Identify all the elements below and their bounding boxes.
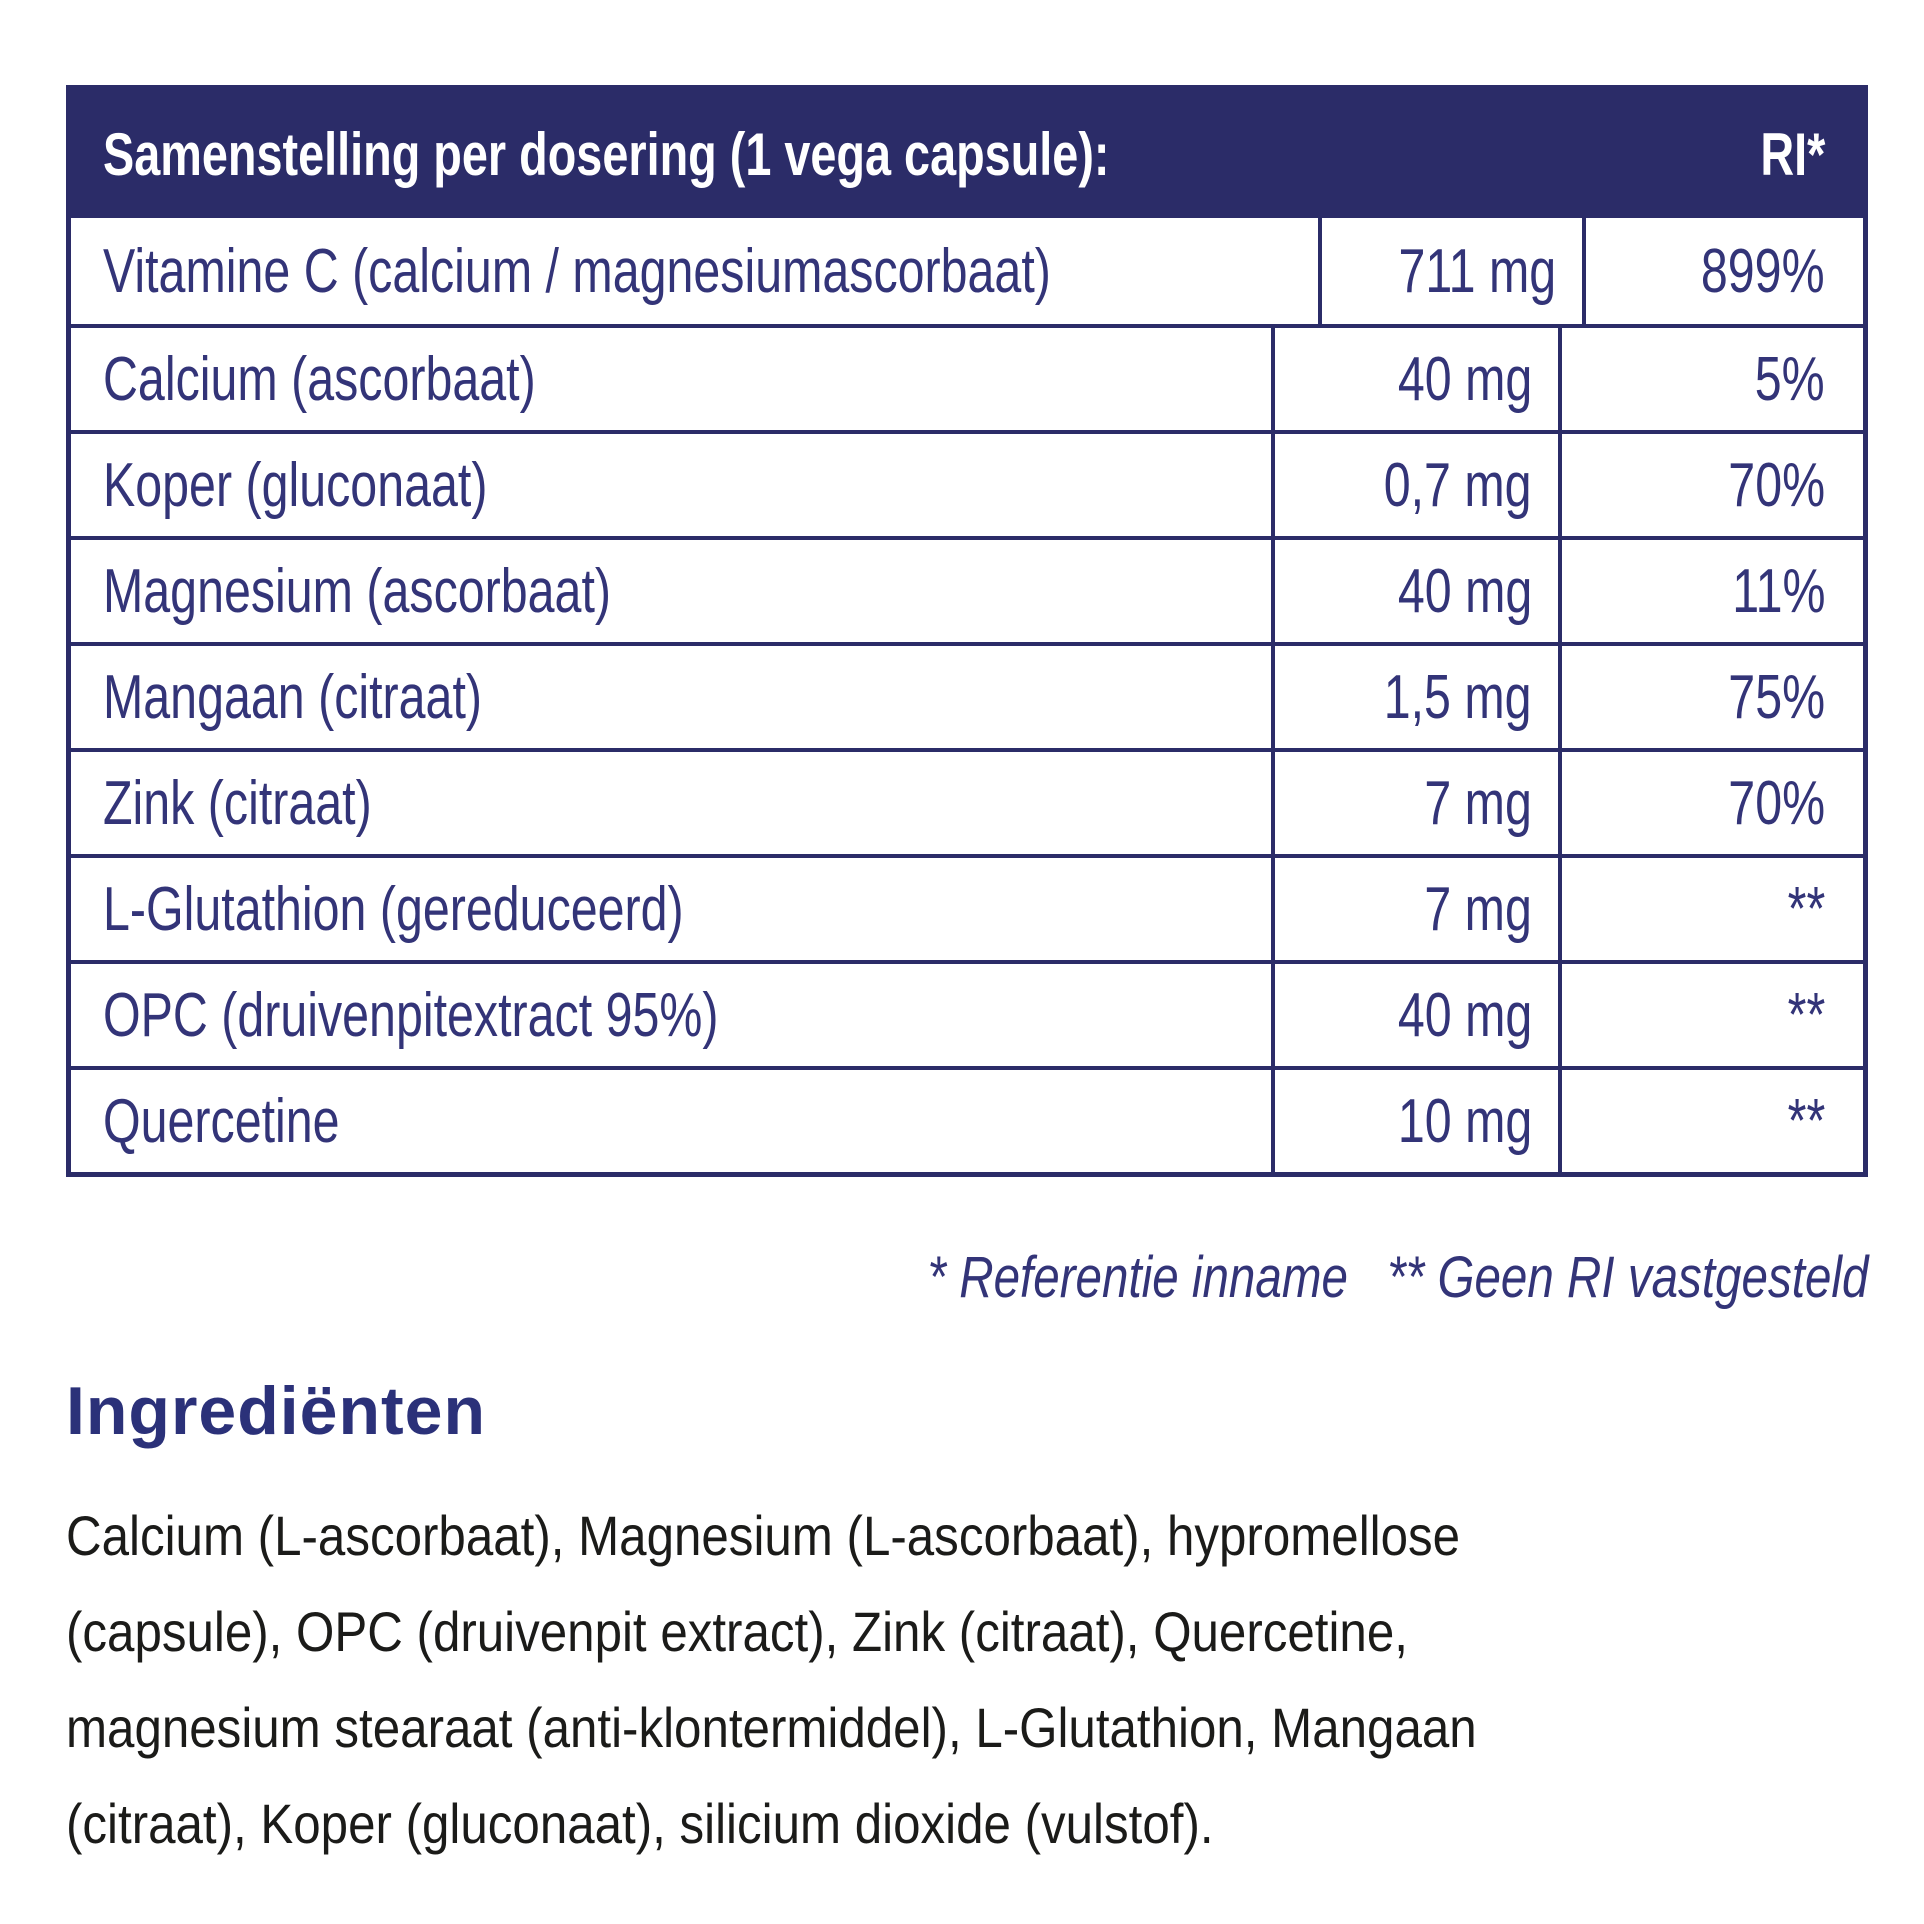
ingredient-line-text: (citraat), Koper (gluconaat), silicium d… (66, 1792, 1214, 1855)
nutrient-amount-cell: 0,7 mg (1271, 434, 1558, 536)
nutrient-ri: 75% (1728, 662, 1825, 732)
ingredients-heading: Ingrediënten (66, 1373, 487, 1449)
table-row: Zink (citraat) 7 mg 70% (71, 748, 1863, 854)
table-row: Quercetine 10 mg ** (71, 1066, 1863, 1172)
nutrient-name: Calcium (ascorbaat) (103, 344, 536, 414)
nutrient-amount: 40 mg (1397, 556, 1532, 626)
table-row: Koper (gluconaat) 0,7 mg 70% (71, 430, 1863, 536)
nutrient-name: Zink (citraat) (103, 768, 372, 838)
nutrient-ri-cell: 70% (1558, 434, 1863, 536)
nutrient-ri: 70% (1728, 450, 1825, 520)
footnote: * Referentie inname ** Geen RI vastgestel… (66, 1242, 1868, 1314)
footnote-reference: * Referentie inname (927, 1245, 1348, 1310)
nutrient-name: Koper (gluconaat) (103, 450, 488, 520)
nutrient-name-cell: Quercetine (71, 1070, 1271, 1172)
nutrient-name-cell: L-Glutathion (gereduceerd) (71, 858, 1271, 960)
nutrient-ri-cell: 11% (1558, 540, 1863, 642)
ingredient-line: Calcium (L-ascorbaat), Magnesium (L-asco… (66, 1488, 1669, 1584)
nutrient-amount: 1,5 mg (1384, 662, 1532, 732)
nutrition-table: Samenstelling per dosering (1 vega capsu… (66, 85, 1868, 1177)
nutrient-name-cell: Calcium (ascorbaat) (71, 328, 1271, 430)
ingredients-paragraph: Calcium (L-ascorbaat), Magnesium (L-asco… (66, 1488, 1669, 1872)
nutrient-name: L-Glutathion (gereduceerd) (103, 874, 684, 944)
nutrient-amount-cell: 7 mg (1271, 858, 1558, 960)
nutrient-amount: 40 mg (1397, 344, 1532, 414)
nutrient-ri-cell: ** (1558, 964, 1863, 1066)
ingredient-line-text: (capsule), OPC (druivenpit extract), Zin… (66, 1600, 1408, 1663)
ingredient-line: magnesium stearaat (anti-klontermiddel),… (66, 1680, 1669, 1776)
nutrient-name-cell: Vitamine C (calcium / magnesiumascorbaat… (71, 218, 1318, 324)
nutrient-amount-cell: 40 mg (1271, 964, 1558, 1066)
footnote-no-ri: ** Geen RI vastgesteld (1386, 1245, 1868, 1310)
nutrient-amount: 10 mg (1397, 1086, 1532, 1156)
nutrient-amount-cell: 1,5 mg (1271, 646, 1558, 748)
ingredient-line-text: Calcium (L-ascorbaat), Magnesium (L-asco… (66, 1504, 1461, 1567)
nutrient-name: Magnesium (ascorbaat) (103, 556, 611, 626)
nutrient-name-cell: OPC (druivenpitextract 95%) (71, 964, 1271, 1066)
nutrient-ri-cell: 5% (1558, 328, 1863, 430)
nutrient-amount-cell: 711 mg (1318, 218, 1582, 324)
ingredient-line-text: magnesium stearaat (anti-klontermiddel),… (66, 1696, 1477, 1759)
nutrient-ri: ** (1787, 874, 1825, 944)
nutrient-ri-cell: ** (1558, 858, 1863, 960)
table-row: Vitamine C (calcium / magnesiumascorbaat… (71, 218, 1863, 324)
table-title: Samenstelling per dosering (1 vega capsu… (103, 120, 1110, 188)
nutrient-ri: 899% (1701, 236, 1825, 306)
nutrient-name-cell: Mangaan (citraat) (71, 646, 1271, 748)
nutrient-ri: 11% (1731, 556, 1825, 626)
nutrient-name-cell: Zink (citraat) (71, 752, 1271, 854)
nutrient-amount: 7 mg (1424, 768, 1532, 838)
table-row: Mangaan (citraat) 1,5 mg 75% (71, 642, 1863, 748)
nutrient-ri: ** (1787, 980, 1825, 1050)
nutrient-name: Quercetine (103, 1086, 340, 1156)
nutrient-ri-cell: 899% (1581, 218, 1863, 324)
nutrient-amount-cell: 40 mg (1271, 328, 1558, 430)
table-row: Magnesium (ascorbaat) 40 mg 11% (71, 536, 1863, 642)
ri-column-header: RI* (1759, 120, 1825, 188)
nutrient-name-cell: Magnesium (ascorbaat) (71, 540, 1271, 642)
nutrient-amount-cell: 10 mg (1271, 1070, 1558, 1172)
nutrient-amount: 7 mg (1424, 874, 1532, 944)
ingredient-line: (capsule), OPC (druivenpit extract), Zin… (66, 1584, 1669, 1680)
table-row: OPC (druivenpitextract 95%) 40 mg ** (71, 960, 1863, 1066)
ingredient-line: (citraat), Koper (gluconaat), silicium d… (66, 1776, 1669, 1872)
nutrient-amount-cell: 40 mg (1271, 540, 1558, 642)
table-header: Samenstelling per dosering (1 vega capsu… (71, 90, 1863, 218)
nutrient-ri-cell: 75% (1558, 646, 1863, 748)
footnote-text: * Referentie inname ** Geen RI vastgestel… (927, 1242, 1868, 1314)
nutrient-name: Mangaan (citraat) (103, 662, 482, 732)
nutrient-amount: 0,7 mg (1384, 450, 1532, 520)
table-row: L-Glutathion (gereduceerd) 7 mg ** (71, 854, 1863, 960)
nutrient-name: OPC (druivenpitextract 95%) (103, 980, 719, 1050)
nutrient-amount: 40 mg (1397, 980, 1532, 1050)
nutrient-amount: 711 mg (1398, 236, 1556, 306)
nutrient-ri-cell: 70% (1558, 752, 1863, 854)
table-row: Calcium (ascorbaat) 40 mg 5% (71, 324, 1863, 430)
nutrient-amount-cell: 7 mg (1271, 752, 1558, 854)
nutrient-name: Vitamine C (calcium / magnesiumascorbaat… (103, 236, 1051, 306)
nutrient-ri: 70% (1728, 768, 1825, 838)
nutrient-name-cell: Koper (gluconaat) (71, 434, 1271, 536)
nutrient-ri: ** (1787, 1086, 1825, 1156)
nutrient-ri: 5% (1755, 344, 1825, 414)
nutrient-ri-cell: ** (1558, 1070, 1863, 1172)
